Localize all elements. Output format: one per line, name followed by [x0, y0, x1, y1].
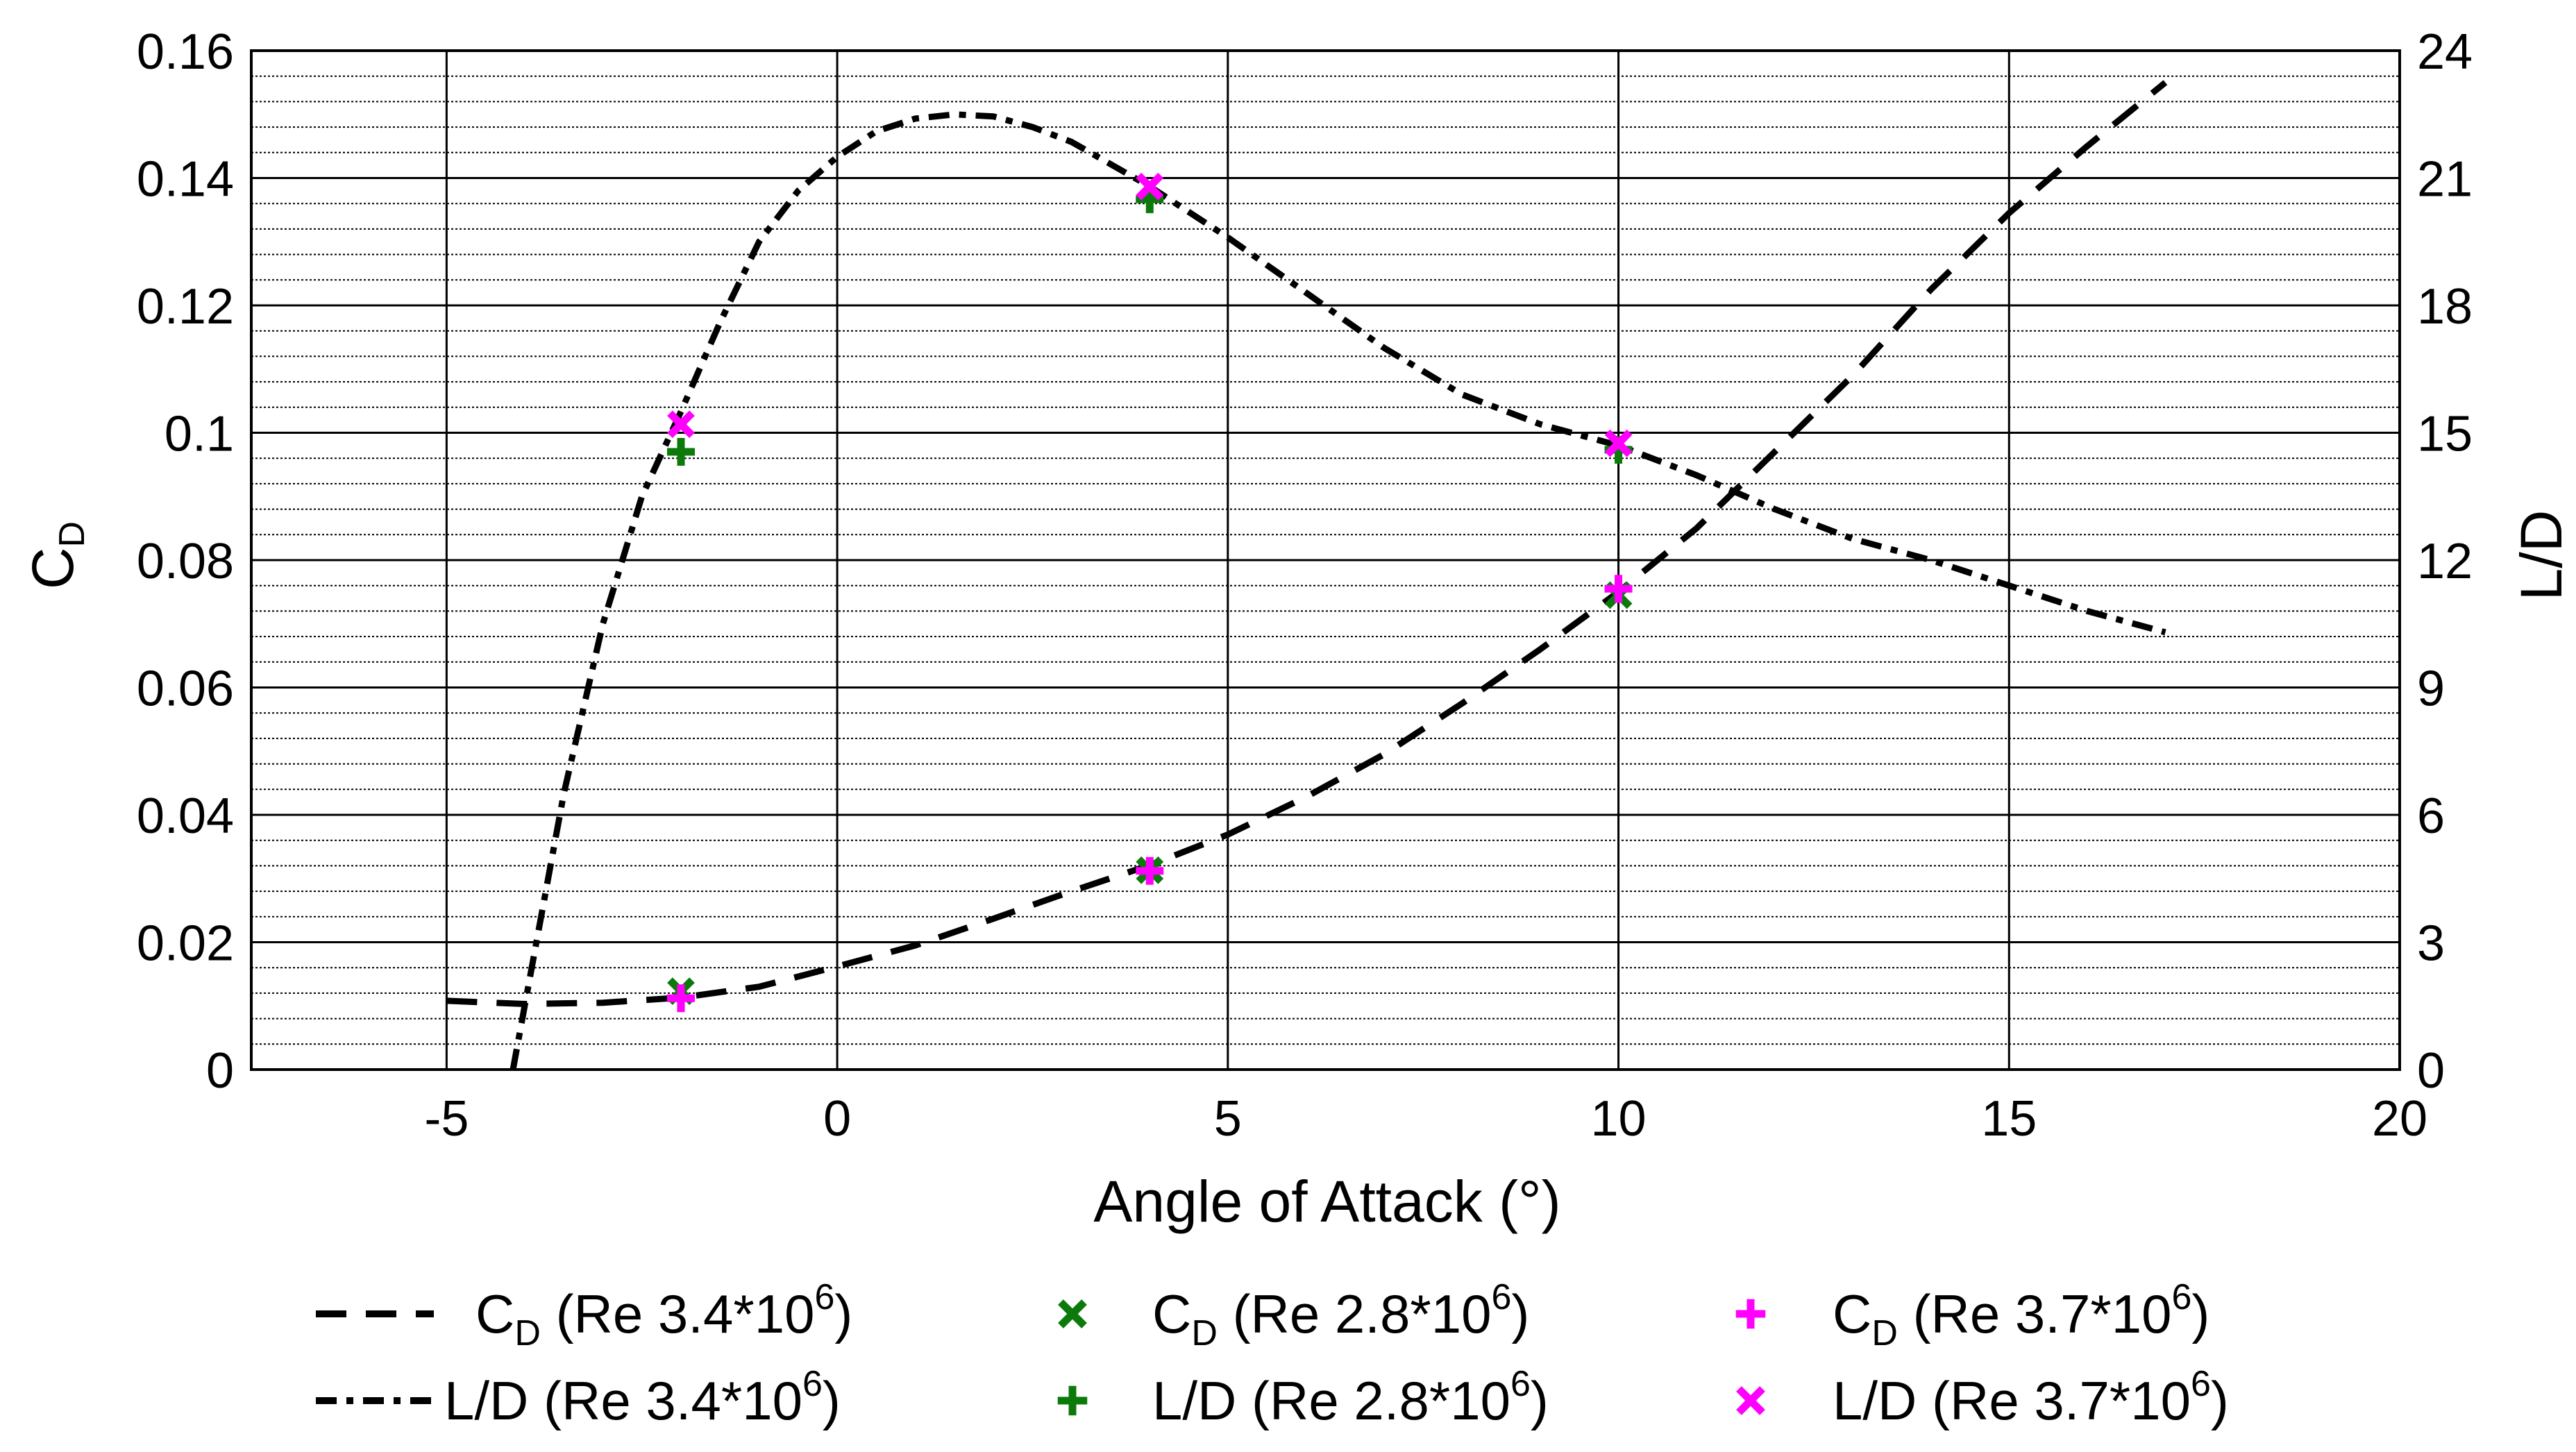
y-right-tick-label: 6	[2417, 788, 2445, 844]
legend-label-ld-sup: 6	[802, 1364, 823, 1404]
legend-label-ld-re-2.8: L/D (Re 2.8*106)	[1152, 1364, 1549, 1431]
legend-label-ld-re-3.7-close: )	[2211, 1370, 2229, 1431]
legend-label-cd-re-3.7-rest: (Re 3.7*10	[1898, 1283, 2172, 1344]
x-tick-labels: -5 0 5 10 15 20	[424, 1091, 2427, 1147]
y-left-tick-label: 0	[206, 1043, 234, 1099]
legend-label-cd-sup: 6	[814, 1277, 834, 1317]
legend-label-cd-re-2.8-close: )	[1511, 1283, 1529, 1344]
legend-label-ld-rest: (Re 3.4*10	[528, 1370, 802, 1431]
plot-frame	[250, 49, 2401, 1071]
y-right-tick-label: 18	[2417, 279, 2473, 335]
x-tick-label: 10	[1590, 1091, 1646, 1147]
legend-label-cd-re-3.7-sub: D	[1871, 1313, 1898, 1353]
legend-label-ld-re-2.8-close: )	[1531, 1370, 1549, 1431]
legend-label-ld-re-2.8-main: L/D	[1152, 1370, 1236, 1431]
y-right-tick-label: 21	[2417, 152, 2473, 208]
ld-re-2.8-point	[667, 438, 695, 466]
legend-label-cd-main: C	[475, 1283, 514, 1344]
major-grid	[251, 49, 2401, 1071]
legend-label-ld-re-2.8-rest: (Re 2.8*10	[1236, 1370, 1510, 1431]
y-left-tick-label: 0.08	[137, 534, 234, 589]
y-left-tick-label: 0.12	[137, 279, 234, 335]
legend-label-ld: L/D (Re 3.4*106)	[444, 1364, 841, 1431]
legend-label-cd-re-2.8-main: C	[1152, 1283, 1191, 1344]
legend-label-cd-re-2.8-sup: 6	[1491, 1277, 1511, 1317]
data-points	[667, 172, 1633, 1013]
ld-re-3.7-point	[1604, 429, 1633, 457]
y-left-tick-label: 0.1	[165, 407, 234, 462]
y-left-tick-label: 0.16	[137, 24, 234, 80]
x-tick-label: -5	[424, 1091, 469, 1147]
x-tick-label: 0	[823, 1091, 851, 1147]
legend-label-ld-re-2.8-sup: 6	[1510, 1364, 1531, 1404]
legend-label-cd-re-2.8: CD (Re 2.8*106)	[1152, 1277, 1529, 1353]
y-left-axis-title: CD	[20, 521, 92, 589]
y-left-tick-labels: 0 0.02 0.04 0.06 0.08 0.1 0.12 0.14 0.16	[137, 24, 234, 1099]
legend-label-cd-close: )	[834, 1283, 852, 1344]
y-right-tick-label: 12	[2417, 534, 2473, 589]
x-tick-label: 15	[1981, 1091, 2037, 1147]
legend-label-ld-main: L/D	[444, 1370, 528, 1431]
y-left-title-sub: D	[52, 521, 92, 548]
legend-label-ld-re-3.7-rest: (Re 3.7*10	[1917, 1370, 2191, 1431]
legend-label-ld-re-3.7-sup: 6	[2191, 1364, 2211, 1404]
legend-label-ld-close: )	[823, 1370, 841, 1431]
legend-label-cd-rest: (Re 3.4*10	[541, 1283, 815, 1344]
ld-re-3.7-point-stroke	[1136, 172, 1164, 201]
y-right-tick-label: 0	[2417, 1043, 2445, 1099]
legend-label-cd-re-3.7-close: )	[2191, 1283, 2209, 1344]
ld-re-3.7-point	[1136, 172, 1164, 201]
legend-swatch-cd-re-2.8-stroke	[1058, 1299, 1087, 1328]
cd-series-line	[446, 80, 2168, 1007]
x-tick-label: 20	[2372, 1091, 2427, 1147]
legend-label-ld-re-3.7: L/D (Re 3.7*106)	[1833, 1364, 2229, 1431]
y-right-tick-labels: 0 3 6 9 12 15 18 21 24	[2417, 24, 2473, 1099]
y-right-tick-label: 24	[2417, 24, 2473, 80]
cd-re-3.7-point	[1604, 575, 1633, 603]
x-tick-label: 5	[1214, 1091, 1242, 1147]
legend-label-cd: CD (Re 3.4*106)	[475, 1277, 852, 1353]
y-right-tick-label: 15	[2417, 407, 2473, 462]
legend: CD (Re 3.4*106)L/D (Re 3.4*106)CD (Re 2.…	[316, 1277, 2229, 1431]
y-right-tick-label: 3	[2417, 916, 2445, 972]
cd-re-3.7-point	[1136, 856, 1164, 885]
cd-re-3.7-point	[667, 984, 695, 1013]
legend-label-ld-re-3.7-main: L/D	[1833, 1370, 1917, 1431]
legend-label-cd-sub: D	[514, 1313, 541, 1353]
legend-swatch-ld-re-3.7-stroke	[1736, 1386, 1765, 1415]
legend-label-cd-re-2.8-sub: D	[1191, 1313, 1218, 1353]
ld-re-3.7-point	[667, 410, 695, 439]
ld-series-line	[510, 111, 2166, 1070]
legend-swatch-cd-re-3.7	[1735, 1299, 1766, 1329]
y-left-tick-label: 0.04	[137, 788, 234, 844]
y-left-tick-label: 0.02	[137, 916, 234, 972]
y-right-axis-title: L/D	[2509, 510, 2574, 601]
legend-swatch-cd-re-2.8	[1058, 1299, 1087, 1328]
y-left-title-main: C	[20, 547, 85, 589]
ld-re-3.7-point-stroke	[1604, 429, 1633, 457]
x-axis-title: Angle of Attack (°)	[1093, 1169, 1560, 1234]
y-left-tick-label: 0.14	[137, 152, 234, 208]
series-lines	[446, 80, 2168, 1070]
ld-re-3.7-point-stroke	[667, 410, 695, 439]
y-left-tick-label: 0.06	[137, 661, 234, 717]
legend-swatch-ld-re-2.8	[1057, 1385, 1088, 1416]
legend-label-cd-re-3.7: CD (Re 3.7*106)	[1833, 1277, 2209, 1353]
legend-label-cd-re-3.7-main: C	[1833, 1283, 1871, 1344]
legend-label-cd-re-3.7-sup: 6	[2171, 1277, 2191, 1317]
y-right-tick-label: 9	[2417, 661, 2445, 717]
legend-label-cd-re-2.8-rest: (Re 2.8*10	[1218, 1283, 1492, 1344]
legend-swatch-ld-re-3.7	[1736, 1386, 1765, 1415]
